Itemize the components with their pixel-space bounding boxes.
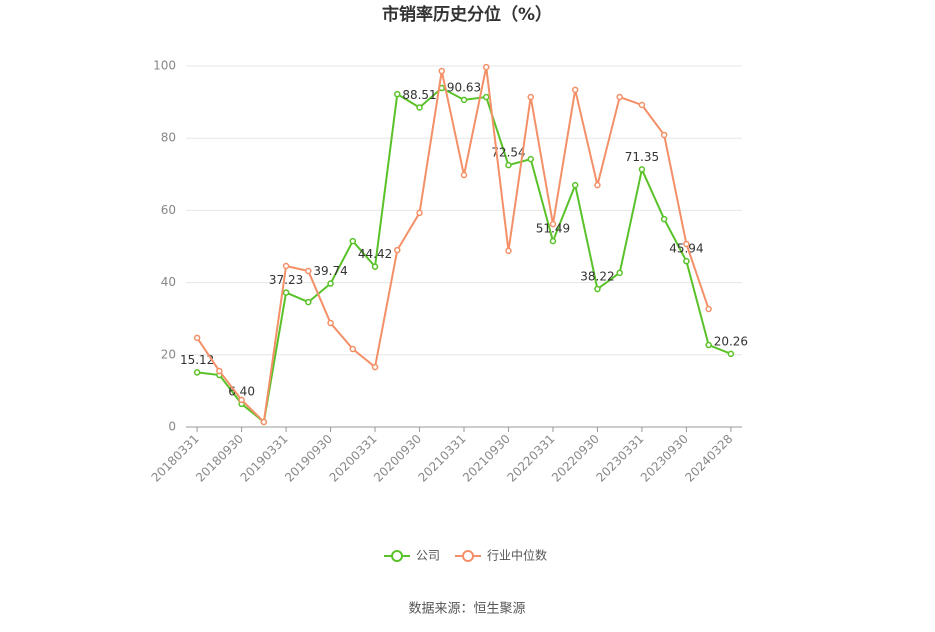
legend-marker: [391, 550, 403, 562]
data-label: 15.12: [180, 353, 214, 367]
y-tick-label: 100: [153, 59, 176, 73]
data-point: [193, 334, 201, 342]
data-point: [505, 247, 512, 255]
y-tick-label: 60: [161, 203, 176, 217]
data-point: [638, 101, 646, 109]
data-point: [438, 67, 446, 75]
data-point: [394, 246, 401, 254]
series-line: [196, 66, 710, 425]
data-point: [371, 363, 379, 371]
data-point: [482, 63, 490, 71]
data-point: [527, 93, 534, 101]
data-point: [349, 345, 357, 353]
data-label: 90.63: [447, 80, 481, 94]
data-point: [282, 289, 290, 296]
chart-title: 市销率历史分位（%）: [382, 4, 552, 25]
data-point: [305, 298, 312, 306]
data-point: [683, 240, 690, 248]
data-point: [327, 319, 334, 327]
data-label: 72.54: [491, 146, 525, 160]
data-point: [616, 269, 623, 277]
data-point: [260, 418, 268, 426]
data-point: [482, 93, 490, 101]
data-point: [527, 155, 534, 163]
legend-label: 行业中位数: [487, 548, 547, 563]
data-point: [660, 131, 668, 139]
data-label: 38.22: [580, 270, 614, 284]
data-label: 51.49: [536, 222, 570, 236]
data-point: [349, 237, 357, 245]
data-label: 20.26: [714, 334, 748, 348]
data-label: 88.51: [402, 88, 436, 102]
y-tick-label: 40: [161, 275, 176, 289]
legend-label: 公司: [416, 549, 440, 563]
data-label: 6.40: [228, 384, 255, 398]
data-point: [505, 161, 512, 169]
data-point: [282, 262, 290, 270]
data-point: [594, 181, 601, 189]
data-point: [371, 263, 379, 270]
data-point: [193, 369, 201, 376]
data-point: [416, 104, 423, 111]
y-tick-label: 0: [168, 420, 176, 434]
data-point: [394, 90, 401, 98]
data-point: [727, 350, 735, 358]
data-label: 39.74: [313, 264, 347, 278]
data-label: 45.94: [669, 242, 703, 256]
data-label: 71.35: [625, 150, 659, 164]
x-tick-label: 20240328: [682, 432, 735, 485]
data-point: [705, 305, 712, 313]
data-point: [216, 367, 223, 375]
data-point: [705, 341, 712, 349]
data-label: 37.23: [269, 273, 303, 287]
y-tick-label: 20: [161, 347, 176, 361]
data-point: [594, 285, 601, 293]
data-point: [460, 171, 468, 179]
data-point: [549, 220, 557, 228]
data-point: [571, 86, 579, 94]
data-point: [327, 280, 334, 287]
data-label: 44.42: [358, 247, 392, 261]
data-point: [616, 93, 623, 101]
data-point: [683, 257, 690, 265]
data-point: [549, 237, 557, 245]
data-point: [638, 166, 646, 173]
data-point: [305, 267, 312, 275]
data-point: [660, 215, 668, 223]
source-note: 数据来源：恒生聚源: [408, 602, 525, 617]
data-point: [416, 209, 423, 217]
data-point: [460, 96, 468, 104]
legend-marker: [462, 550, 475, 562]
data-point: [571, 181, 579, 189]
data-point: [238, 396, 245, 404]
y-tick-label: 80: [161, 131, 176, 145]
